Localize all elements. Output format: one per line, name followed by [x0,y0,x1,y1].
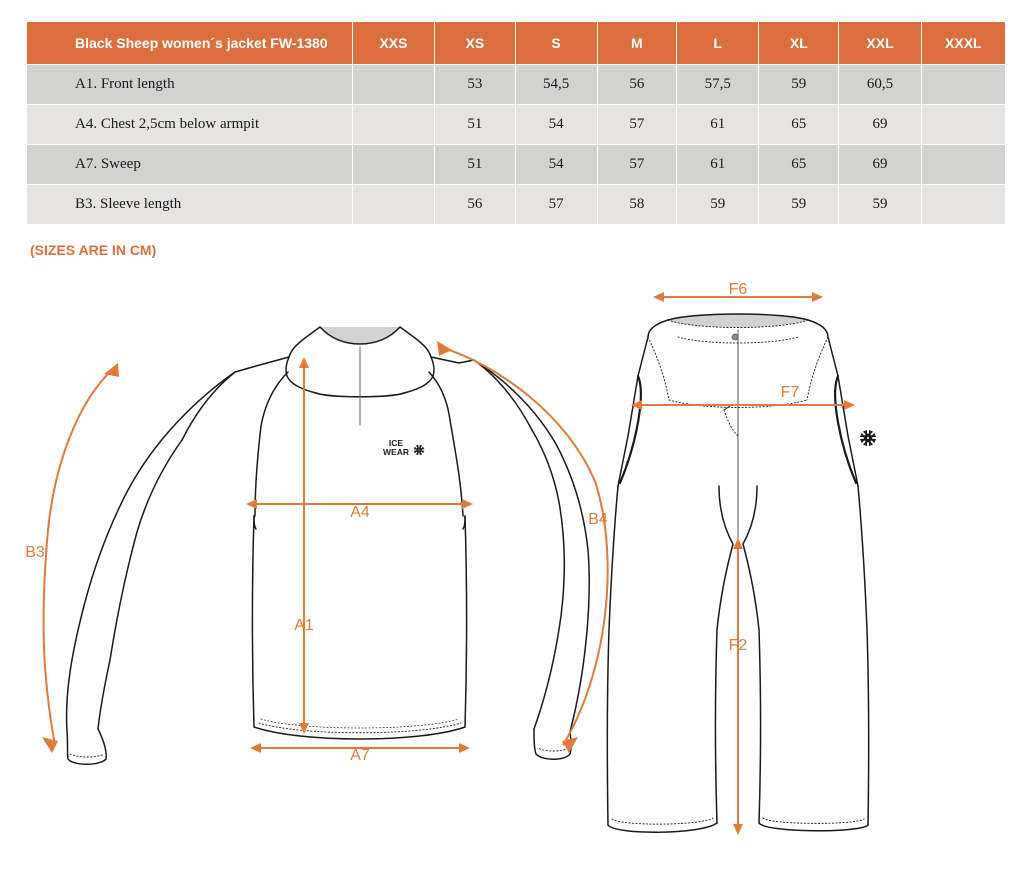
svg-text:WEAR: WEAR [383,447,409,457]
svg-text:B4: B4 [588,511,608,528]
svg-text:F6: F6 [729,281,748,298]
svg-text:F7: F7 [781,384,800,401]
svg-text:A7: A7 [350,747,370,764]
svg-text:F2: F2 [729,637,748,654]
svg-text:A1: A1 [294,617,314,634]
svg-text:A4: A4 [350,504,370,521]
svg-text:B3: B3 [25,544,45,561]
